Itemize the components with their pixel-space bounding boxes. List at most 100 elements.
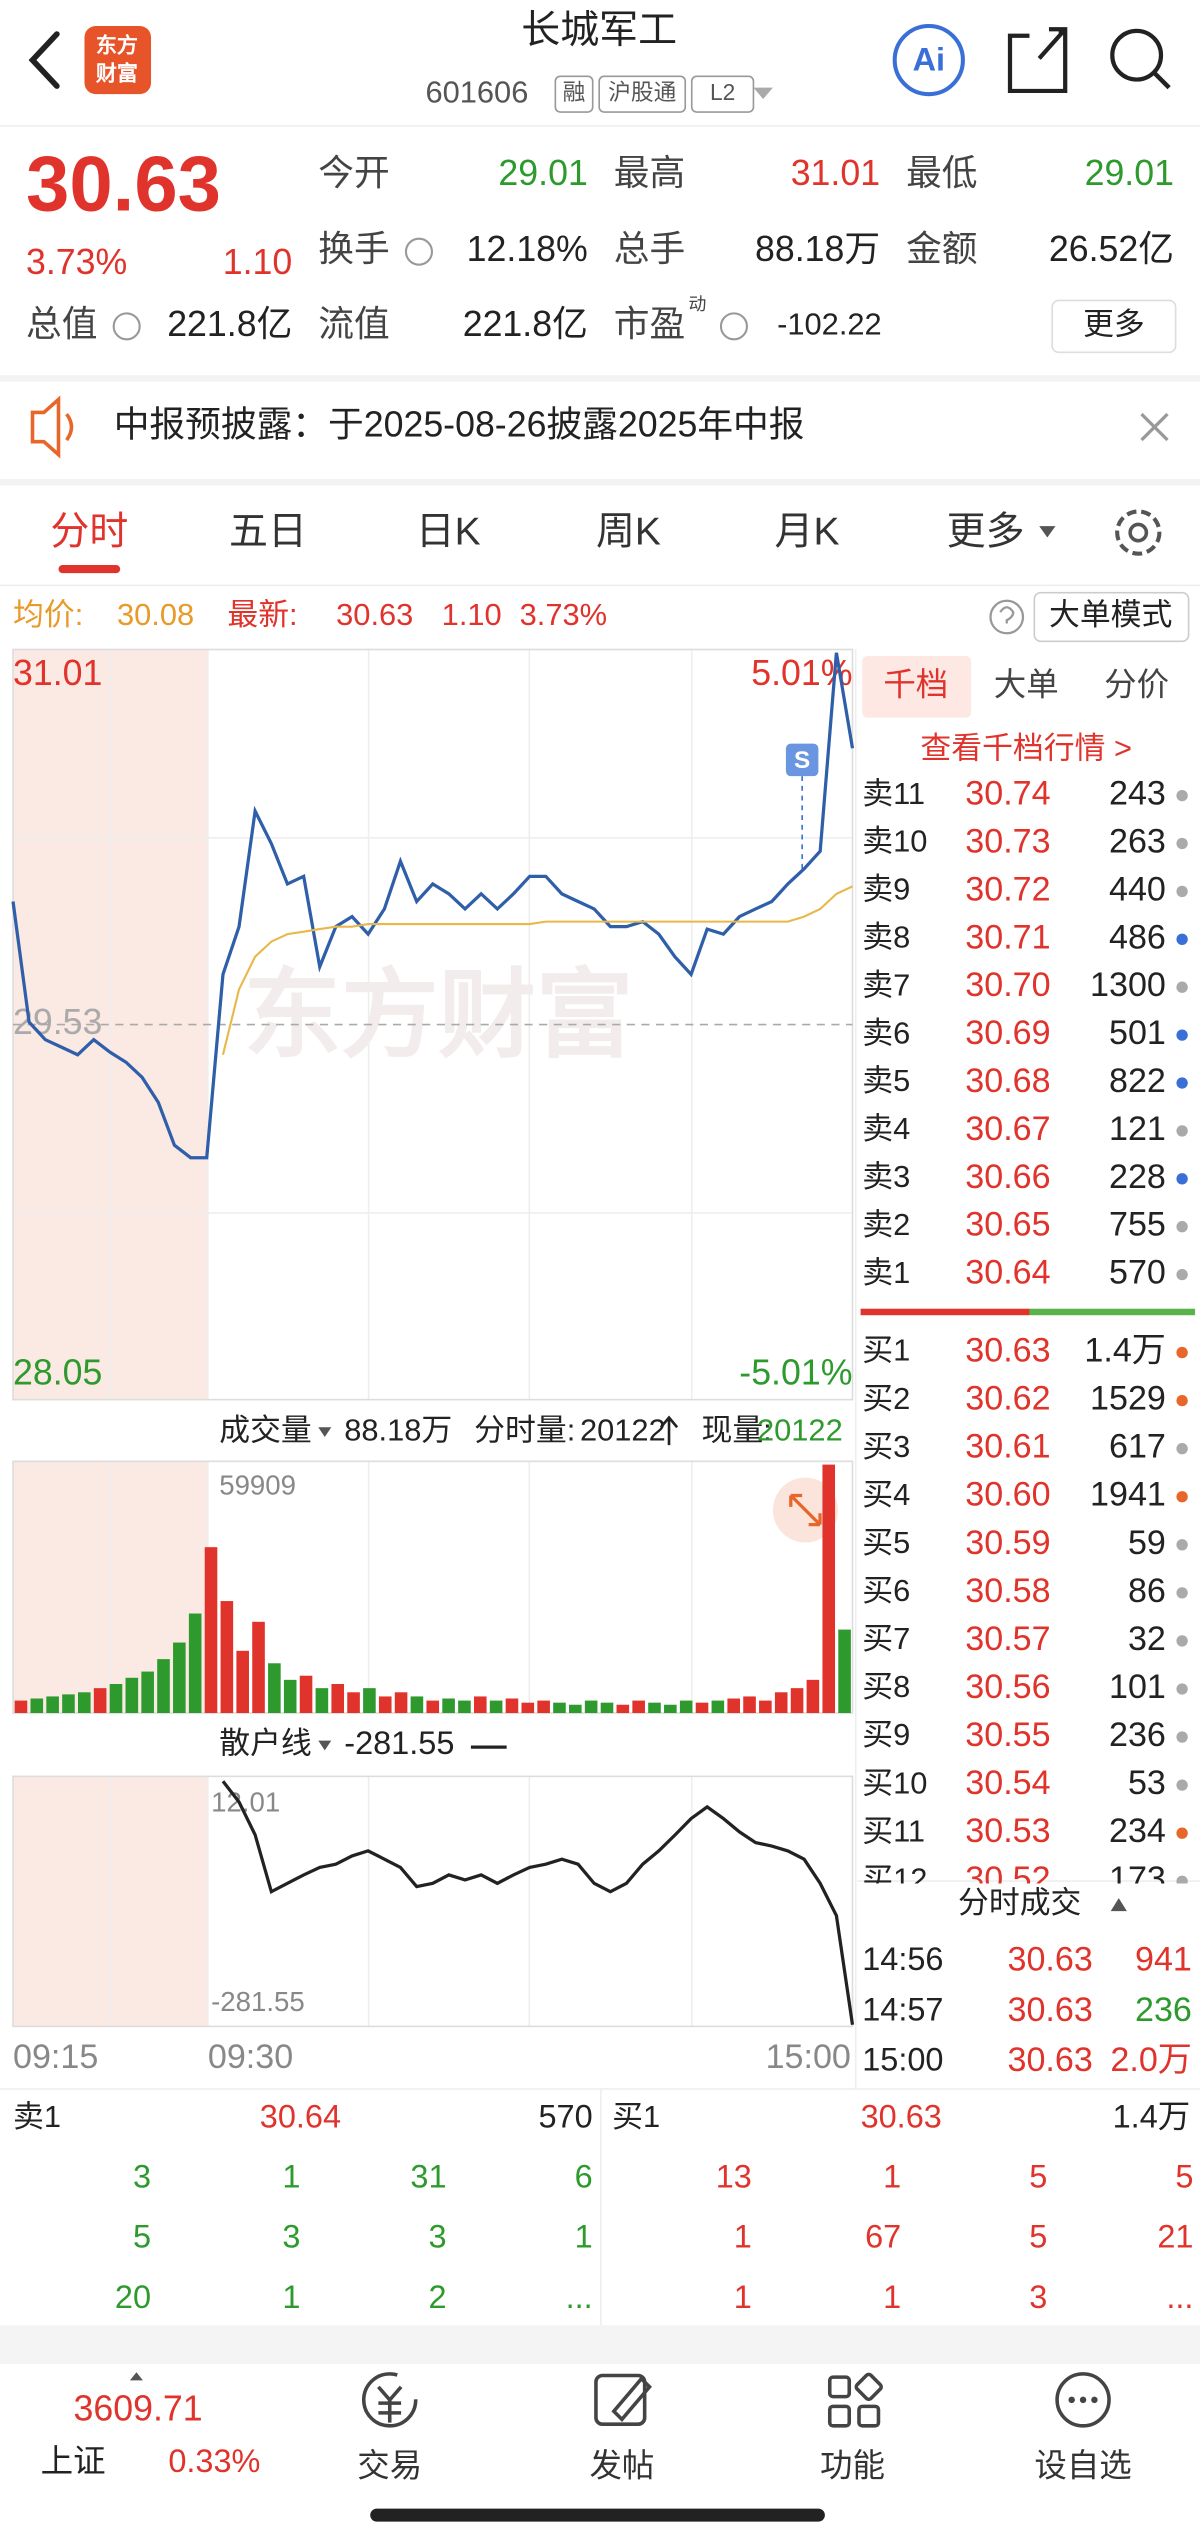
tab[interactable]: 月K xyxy=(775,511,840,554)
depth-tab[interactable]: 千档 xyxy=(883,666,948,702)
tab[interactable]: 分时 xyxy=(50,511,128,554)
indicator-name[interactable]: 成交量 xyxy=(219,1412,312,1447)
more-button[interactable] xyxy=(1051,299,1177,354)
help-icon[interactable] xyxy=(989,599,1025,635)
trade-volume: 236 xyxy=(1135,1991,1192,2029)
book-dot xyxy=(1176,1221,1188,1233)
queue-order: 6 xyxy=(575,2159,593,2195)
nav-icons[interactable] xyxy=(361,2372,1111,2428)
dropdown-arrow[interactable] xyxy=(1039,526,1056,538)
y-tick-label: 59909 xyxy=(219,1470,296,1501)
depth-link[interactable]: 查看千档行情 > xyxy=(920,730,1132,765)
book-dot xyxy=(1176,1683,1188,1695)
volume-bar xyxy=(442,1698,455,1714)
trade-volume: 941 xyxy=(1135,1940,1192,1978)
book-volume: 59 xyxy=(1128,1524,1166,1562)
book-price: 30.57 xyxy=(965,1620,1050,1658)
queue-price: 30.64 xyxy=(260,2099,341,2135)
series-line xyxy=(221,1780,855,2026)
field-label: 换手 xyxy=(318,229,389,269)
annotation-badge[interactable] xyxy=(785,743,819,777)
volume-bar xyxy=(727,1698,740,1714)
depth-tab-active[interactable] xyxy=(862,655,972,718)
y2-tick-label: -5.01% xyxy=(739,1353,852,1393)
indicator-name[interactable]: 散户线 xyxy=(219,1726,312,1761)
book-price: 30.73 xyxy=(965,823,1050,861)
help-icon xyxy=(999,606,1015,624)
tab[interactable]: 更多 xyxy=(947,511,1025,554)
info-icon[interactable] xyxy=(112,312,141,341)
tag: 沪股通 xyxy=(608,79,676,105)
book-level: 买5 xyxy=(862,1525,910,1560)
tab[interactable]: 日K xyxy=(416,511,481,554)
book-level: 买7 xyxy=(862,1621,910,1656)
more-label[interactable]: 更多 xyxy=(1083,307,1145,342)
up-arrow xyxy=(659,1415,679,1446)
dropdown-arrow[interactable] xyxy=(318,1427,332,1437)
settings-icon[interactable] xyxy=(1115,509,1162,556)
ai-button[interactable] xyxy=(892,23,965,97)
back-button[interactable] xyxy=(28,31,60,89)
book-dot xyxy=(1176,1827,1188,1839)
queue-order: 31 xyxy=(410,2159,446,2195)
mode-label[interactable]: 大单模式 xyxy=(1049,597,1172,632)
info-icon[interactable] xyxy=(719,312,749,341)
search-icon[interactable] xyxy=(1110,28,1164,82)
book-volume: 234 xyxy=(1109,1812,1166,1850)
volume-bar xyxy=(62,1694,75,1714)
volume-bar xyxy=(711,1700,725,1714)
queue-order: 3 xyxy=(428,2219,446,2255)
volume-bar xyxy=(188,1613,202,1714)
dropdown-arrow[interactable] xyxy=(318,1740,332,1751)
book-level: 卖8 xyxy=(862,919,910,954)
book-price: 30.52 xyxy=(965,1860,1050,1898)
queue-order: 3 xyxy=(282,2219,300,2255)
divider xyxy=(0,125,1200,127)
volume-bar xyxy=(14,1700,28,1714)
expand-icon xyxy=(789,1493,822,1527)
info-latest-label: 最新: xyxy=(227,597,297,632)
collapse-arrow[interactable] xyxy=(1110,1898,1127,1912)
book-dot xyxy=(1176,1346,1188,1359)
nav-item[interactable]: 发帖 xyxy=(589,2448,654,2484)
queue-order: 13 xyxy=(716,2159,752,2195)
dropdown-arrow[interactable] xyxy=(753,87,773,100)
volume-bar xyxy=(458,1700,471,1714)
x-tick-label: 15:00 xyxy=(766,2038,851,2076)
info-icon[interactable] xyxy=(404,237,433,266)
volume-bar xyxy=(252,1621,265,1714)
queue-level: 卖1 xyxy=(13,2099,61,2134)
trades-title[interactable]: 分时成交 xyxy=(958,1885,1081,1920)
ai-label[interactable]: Ai xyxy=(913,41,945,77)
volume-bar xyxy=(378,1696,392,1714)
volume-bar xyxy=(157,1659,170,1714)
nav-item[interactable]: 设自选 xyxy=(1034,2448,1131,2484)
stock-name: 长城军工 xyxy=(521,9,677,52)
depth-tab[interactable]: 大单 xyxy=(994,666,1059,702)
book-price: 30.58 xyxy=(965,1572,1050,1610)
tab[interactable]: 五日 xyxy=(229,511,307,554)
nav-item[interactable]: 交易 xyxy=(357,2448,422,2484)
queue-order: 3 xyxy=(133,2159,151,2195)
index-name: 上证 xyxy=(41,2443,106,2479)
book-price: 30.70 xyxy=(965,966,1050,1004)
book-volume: 1.4万 xyxy=(1084,1332,1165,1370)
close-icon[interactable] xyxy=(1140,412,1169,442)
depth-tab[interactable]: 分价 xyxy=(1104,666,1169,702)
book-price: 30.69 xyxy=(965,1014,1050,1052)
mode-button[interactable] xyxy=(1033,591,1190,643)
book-price: 30.60 xyxy=(965,1476,1050,1514)
queue-order: 5 xyxy=(1029,2219,1047,2255)
queue-order: 1 xyxy=(282,2159,300,2195)
queue-volume: 570 xyxy=(539,2099,593,2135)
nav-item[interactable]: 功能 xyxy=(820,2448,885,2484)
queue-order: 1 xyxy=(575,2219,593,2255)
field-value: 12.18% xyxy=(467,229,588,269)
book-level: 卖11 xyxy=(862,776,925,811)
share-icon[interactable] xyxy=(1007,27,1068,94)
tag: 融 xyxy=(563,79,586,105)
trade-volume: 2.0万 xyxy=(1110,2041,1191,2079)
volume-bar xyxy=(822,1464,836,1714)
book-dot xyxy=(1176,789,1188,802)
tab[interactable]: 周K xyxy=(596,511,661,554)
